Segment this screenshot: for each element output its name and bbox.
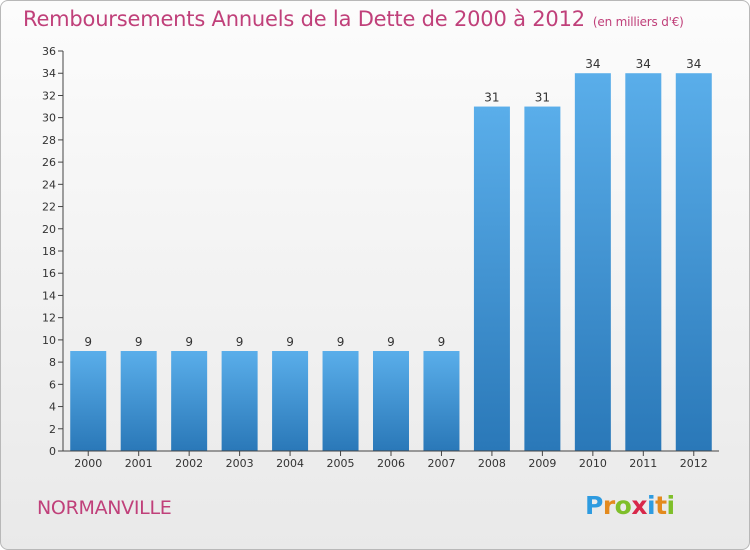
bar	[322, 351, 359, 451]
logo-letter: r	[602, 491, 615, 520]
bar-value-label: 31	[535, 91, 550, 105]
y-tick-label: 4	[49, 401, 56, 414]
x-tick-label: 2010	[579, 457, 607, 470]
y-tick-label: 26	[42, 156, 56, 169]
y-tick-label: 18	[42, 245, 56, 258]
bar	[675, 73, 712, 451]
chart-title: Remboursements Annuels de la Dette de 20…	[23, 7, 684, 31]
x-tick-label: 2011	[629, 457, 657, 470]
bar	[120, 351, 157, 451]
logo-letter: x	[631, 491, 647, 520]
bar-value-label: 34	[585, 57, 600, 71]
bar-value-label: 34	[686, 57, 701, 71]
x-tick-label: 2007	[427, 457, 455, 470]
chart-title-text: Remboursements Annuels de la Dette de 20…	[23, 7, 585, 31]
x-tick-label: 2009	[528, 457, 556, 470]
y-tick-label: 20	[42, 223, 56, 236]
bar-value-label: 9	[185, 335, 193, 349]
bar-value-label: 9	[236, 335, 244, 349]
x-tick-label: 2012	[680, 457, 708, 470]
y-tick-label: 32	[42, 89, 56, 102]
x-tick-label: 2008	[478, 457, 506, 470]
bar	[524, 106, 561, 452]
bar	[221, 351, 258, 451]
logo-letter: i	[666, 491, 676, 520]
x-tick-label: 2003	[226, 457, 254, 470]
x-tick-label: 2001	[125, 457, 153, 470]
y-tick-label: 10	[42, 334, 56, 347]
bar-value-label: 31	[484, 91, 499, 105]
bar-value-label: 9	[337, 335, 345, 349]
bar-value-label: 9	[438, 335, 446, 349]
y-tick-label: 34	[42, 67, 56, 80]
bar-value-label: 9	[84, 335, 92, 349]
bar-value-label: 9	[135, 335, 143, 349]
y-tick-label: 8	[49, 356, 56, 369]
y-tick-label: 14	[42, 289, 56, 302]
y-tick-label: 12	[42, 312, 56, 325]
y-tick-label: 16	[42, 267, 56, 280]
logo-letter: o	[614, 491, 632, 520]
bar	[423, 351, 460, 451]
x-tick-label: 2005	[327, 457, 355, 470]
x-tick-label: 2002	[175, 457, 203, 470]
bar	[373, 351, 409, 451]
logo-letter: i	[647, 491, 656, 520]
bar-value-label: 9	[286, 335, 294, 349]
bar	[272, 351, 309, 451]
x-tick-label: 2006	[377, 457, 405, 470]
bar	[574, 73, 611, 451]
x-tick-label: 2000	[74, 457, 102, 470]
bar	[70, 351, 107, 451]
y-tick-label: 24	[42, 178, 56, 191]
x-tick-label: 2004	[276, 457, 304, 470]
logo-letter: t	[655, 491, 667, 520]
logo-letter: P	[585, 491, 603, 520]
y-tick-label: 22	[42, 201, 56, 214]
proxiti-logo: Proxiti	[585, 491, 675, 520]
bar	[473, 106, 510, 452]
bar	[625, 73, 662, 451]
y-tick-label: 36	[42, 45, 56, 58]
y-tick-label: 6	[49, 378, 56, 391]
chart-unit: (en milliers d'€)	[592, 15, 684, 29]
commune-name: NORMANVILLE	[37, 497, 172, 519]
y-tick-label: 30	[42, 112, 56, 125]
y-tick-label: 2	[49, 423, 56, 436]
bar-value-label: 34	[636, 57, 651, 71]
y-tick-label: 28	[42, 134, 56, 147]
bar	[171, 351, 208, 451]
y-tick-label: 0	[49, 445, 56, 458]
bar-value-label: 9	[387, 335, 395, 349]
